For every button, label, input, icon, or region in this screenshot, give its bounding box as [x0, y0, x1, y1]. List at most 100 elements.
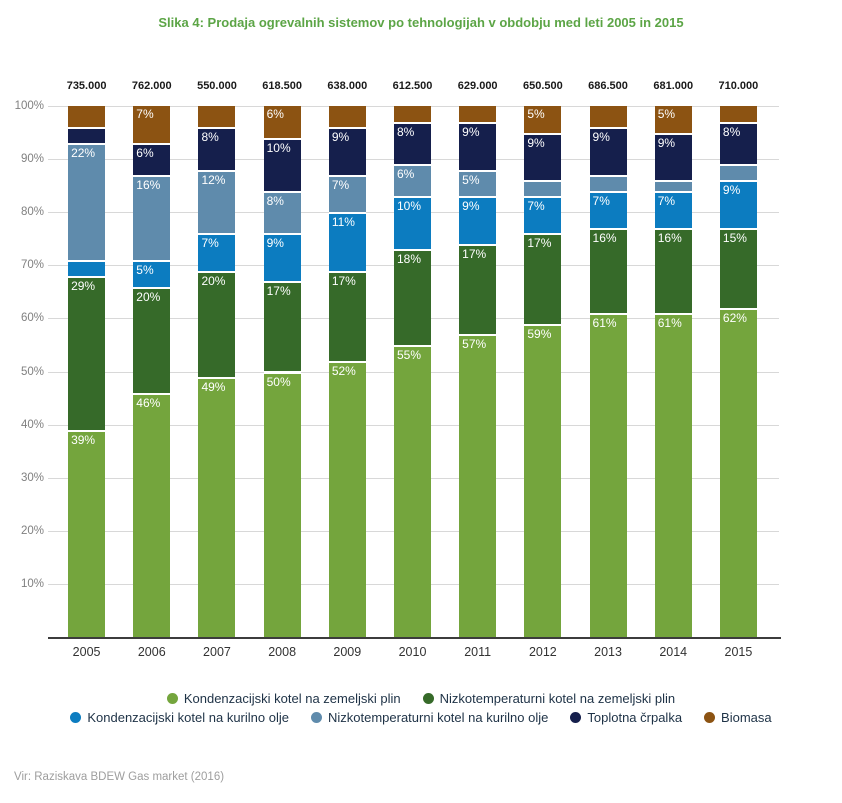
- segment-label: 5%: [527, 107, 545, 121]
- segment-label: 46%: [136, 395, 161, 410]
- segment-label: 7%: [201, 236, 219, 251]
- segment-label: 16%: [136, 178, 161, 193]
- bar-segment: 20%: [198, 270, 236, 377]
- segment-label: 29%: [71, 278, 96, 293]
- bar-segment: 20%: [133, 286, 171, 393]
- segment-label: 7%: [657, 193, 676, 208]
- bar-segment: 59%: [524, 323, 562, 637]
- bar-segment: [68, 127, 106, 144]
- bar-segment: [589, 175, 627, 191]
- legend-swatch-icon: [70, 712, 82, 723]
- segment-label: 17%: [266, 284, 291, 299]
- total-label: 686.500: [588, 80, 628, 92]
- bar-segment: 39%: [68, 429, 106, 637]
- bar-segment: 12%: [198, 169, 236, 234]
- segment-label: 52%: [331, 363, 356, 378]
- legend-item: Biomasa: [704, 710, 772, 725]
- bar-segment: 7%: [198, 233, 236, 271]
- segment-label: 12%: [201, 172, 226, 187]
- bar-segment: 8%: [394, 121, 431, 165]
- total-label: 681.000: [653, 80, 694, 92]
- x-axis-category-label: 2012: [528, 645, 557, 659]
- bar-segment: 61%: [654, 313, 692, 637]
- segment-label: 57%: [462, 337, 487, 352]
- bar-segment: 7%: [133, 106, 171, 144]
- bar-segment: 50%: [263, 371, 301, 637]
- total-label: 735.000: [66, 80, 107, 92]
- y-axis-tick-label: 50%: [20, 365, 44, 378]
- segment-label: 9%: [266, 236, 284, 251]
- bar-segment: 57%: [459, 334, 497, 637]
- segment-label: 8%: [266, 193, 284, 208]
- bar-segment: 18%: [394, 249, 431, 345]
- segment-label: 8%: [201, 130, 219, 145]
- bar-segment: 9%: [589, 127, 627, 176]
- bar-segment: [589, 106, 627, 128]
- bar-segment: 5%: [133, 259, 171, 287]
- bar-segment: [328, 106, 366, 128]
- legend-item: Nizkotemperaturni kotel na kurilno olje: [310, 710, 549, 725]
- segment-label: 18%: [397, 252, 422, 267]
- x-axis-category-label: 2008: [268, 645, 297, 659]
- segment-label: 49%: [201, 379, 226, 394]
- bar-segment: 55%: [394, 344, 431, 637]
- y-axis-tick-label: 40%: [20, 418, 44, 431]
- bar-segment: 6%: [133, 143, 171, 176]
- segment-label: 5%: [136, 262, 154, 277]
- bar-segment: 8%: [198, 127, 236, 170]
- bar-segment: 9%: [328, 127, 366, 176]
- bar-segment: 9%: [654, 132, 692, 181]
- segment-label: 22%: [71, 146, 96, 161]
- bar-segment: 10%: [263, 137, 301, 191]
- bar-segment: 17%: [328, 270, 366, 361]
- bar-segment: [654, 180, 692, 191]
- bar-segment: 9%: [719, 180, 757, 229]
- bar-segment: 6%: [394, 164, 431, 197]
- bar-segment: 9%: [524, 132, 562, 181]
- x-axis-category-label: 2013: [594, 645, 622, 659]
- x-axis-category-label: 2009: [333, 645, 362, 659]
- segment-label: 9%: [527, 135, 545, 150]
- y-axis-tick-label: 30%: [20, 471, 44, 484]
- segment-label: 17%: [527, 236, 552, 251]
- bar-segment: [68, 106, 106, 128]
- segment-label: 16%: [592, 231, 617, 246]
- bar-segment: 9%: [459, 121, 497, 170]
- segment-label: 7%: [331, 178, 350, 193]
- legend-label: Nizkotemperaturni kotel na kurilno olje: [327, 710, 549, 725]
- segment-label: 59%: [527, 326, 552, 341]
- bar-segment: 7%: [589, 190, 627, 229]
- legend-swatch-icon: [704, 712, 716, 723]
- legend-row: Kondenzacijski kotel na kurilno olje Nizk…: [70, 710, 772, 725]
- segment-label: 9%: [331, 130, 350, 145]
- segment-label: 6%: [397, 167, 415, 182]
- chart-title: Slika 4: Prodaja ogrevalnih sistemov po …: [158, 15, 684, 30]
- segment-label: 7%: [136, 107, 154, 121]
- segment-label: 50%: [266, 374, 291, 389]
- bar-segment: 16%: [654, 228, 692, 314]
- source-note: Vir: Raziskava BDEW Gas market (2016): [14, 771, 225, 783]
- bar-segment: [719, 106, 757, 122]
- bar-segment: 7%: [524, 196, 562, 234]
- legend-label: Nizkotemperaturni kotel na zemeljski pli…: [439, 691, 676, 706]
- segment-label: 8%: [397, 124, 415, 139]
- legend-swatch-icon: [570, 712, 582, 723]
- total-label: 612.500: [392, 80, 433, 92]
- bar-segment: 46%: [133, 392, 171, 637]
- x-axis-category-label: 2011: [464, 645, 492, 659]
- segment-label: 5%: [657, 107, 676, 121]
- y-axis-tick-label: 90%: [20, 153, 44, 166]
- segment-label: 20%: [201, 273, 226, 288]
- bar-segment: 10%: [394, 196, 431, 250]
- legend-item: Kondenzacijski kotel na kurilno olje: [70, 710, 289, 725]
- x-axis-category-label: 2014: [659, 645, 688, 659]
- legend-item: Toplotna črpalka: [570, 710, 682, 725]
- segment-label: 61%: [592, 316, 617, 331]
- bar-segment: 15%: [719, 228, 757, 308]
- segment-label: 17%: [462, 247, 487, 262]
- bar-segment: 17%: [524, 233, 562, 324]
- y-axis-tick-label: 100%: [14, 100, 44, 112]
- segment-label: 7%: [592, 193, 610, 208]
- segment-label: 20%: [136, 289, 161, 304]
